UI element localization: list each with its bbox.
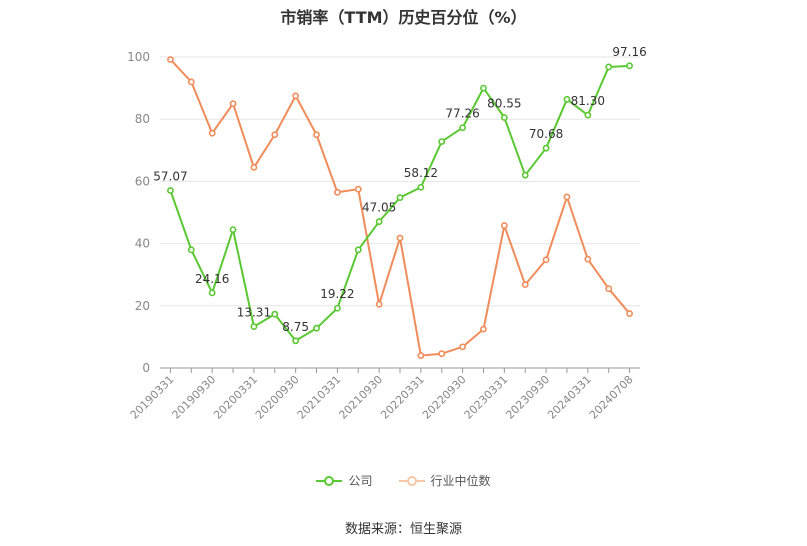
- data-point-1[interactable]: [167, 56, 174, 63]
- data-point-1[interactable]: [208, 129, 216, 137]
- x-tick-label: 20190930: [170, 373, 219, 422]
- data-point-1[interactable]: [313, 131, 320, 139]
- y-tick-label: 40: [135, 237, 150, 251]
- y-tick-label: 80: [135, 112, 150, 126]
- data-label: 19.22: [320, 287, 354, 301]
- data-point-0[interactable]: [605, 63, 613, 71]
- data-point-0[interactable]: [292, 337, 300, 345]
- data-point-0[interactable]: [396, 194, 404, 201]
- series-layer: [167, 56, 633, 359]
- data-point-0[interactable]: [521, 171, 529, 179]
- data-point-0[interactable]: [208, 289, 216, 297]
- axis-layer: 0 20 40 60 80 100 2019033120190930202003312020…: [127, 50, 640, 422]
- y-tick-label: 60: [135, 174, 150, 188]
- data-label: 97.16: [612, 45, 646, 59]
- x-tick-label: 20230331: [462, 373, 511, 422]
- data-point-1[interactable]: [333, 188, 341, 196]
- data-point-0[interactable]: [229, 226, 237, 234]
- legend: 公司 行业中位数: [0, 472, 807, 489]
- data-point-1[interactable]: [605, 285, 613, 293]
- data-point-1[interactable]: [480, 325, 487, 333]
- x-tick-label: 20230930: [503, 373, 552, 422]
- data-point-0[interactable]: [438, 138, 446, 145]
- x-tick-label: 20240331: [545, 373, 594, 422]
- data-label: 81.30: [571, 94, 605, 108]
- legend-label-industry: 行业中位数: [430, 474, 491, 488]
- data-source: 数据来源：恒生聚源: [344, 522, 462, 537]
- data-label: 8.75: [282, 320, 309, 334]
- data-point-0[interactable]: [333, 304, 341, 312]
- data-label: 77.26: [445, 107, 479, 121]
- grid-layer: [160, 56, 640, 307]
- x-tick-label: 20200930: [253, 373, 302, 422]
- legend-item-company[interactable]: 公司: [316, 472, 373, 489]
- data-point-0[interactable]: [417, 183, 425, 191]
- data-point-1[interactable]: [187, 78, 195, 86]
- data-point-0[interactable]: [480, 84, 487, 92]
- data-point-0[interactable]: [354, 246, 362, 254]
- data-point-1[interactable]: [292, 92, 300, 100]
- data-point-0[interactable]: [375, 218, 383, 226]
- data-point-1[interactable]: [271, 131, 279, 139]
- data-point-1[interactable]: [250, 164, 258, 171]
- data-point-1[interactable]: [375, 300, 383, 308]
- data-point-1[interactable]: [354, 185, 362, 193]
- legend-line-icon: [316, 475, 343, 486]
- data-point-1[interactable]: [542, 256, 550, 264]
- data-point-0[interactable]: [584, 111, 592, 119]
- data-point-0[interactable]: [313, 324, 320, 332]
- data-point-0[interactable]: [250, 323, 258, 331]
- legend-label-company: 公司: [348, 474, 373, 488]
- data-point-0[interactable]: [167, 187, 174, 194]
- data-label: 70.68: [529, 127, 563, 141]
- x-tick-label: 20210930: [336, 373, 385, 422]
- data-point-1[interactable]: [500, 222, 508, 229]
- data-point-0[interactable]: [271, 310, 279, 318]
- x-tick-label: 20220331: [378, 373, 427, 422]
- data-point-1[interactable]: [563, 193, 571, 201]
- data-point-1[interactable]: [417, 352, 425, 359]
- data-label: 47.05: [362, 201, 396, 215]
- y-tick-label: 20: [135, 299, 150, 313]
- data-label: 80.55: [487, 96, 521, 110]
- legend-line-icon: [398, 475, 425, 486]
- data-label: 24.16: [195, 272, 229, 286]
- data-label: 57.07: [153, 170, 187, 184]
- data-point-1[interactable]: [229, 100, 237, 108]
- x-tick-label: 20210331: [295, 373, 344, 422]
- data-label: 13.31: [237, 306, 271, 320]
- data-point-1[interactable]: [584, 255, 592, 263]
- x-tick-label: 20220930: [420, 373, 469, 422]
- data-point-1[interactable]: [521, 281, 529, 289]
- chart-title: 市销率（TTM）历史百分位（%）: [280, 8, 527, 27]
- data-point-0[interactable]: [542, 144, 550, 152]
- legend-item-industry[interactable]: 行业中位数: [398, 472, 491, 489]
- x-tick-label: 20190331: [128, 373, 177, 422]
- data-point-1[interactable]: [396, 234, 404, 242]
- x-tick-label: 20200331: [211, 373, 260, 422]
- x-tick-label: 20240708: [587, 373, 636, 422]
- data-point-0[interactable]: [626, 62, 633, 70]
- data-point-0[interactable]: [187, 246, 195, 254]
- y-tick-label: 100: [127, 50, 150, 64]
- y-tick-label: 0: [142, 361, 150, 375]
- series-line-0: [169, 64, 630, 342]
- data-point-0[interactable]: [500, 114, 508, 121]
- data-point-0[interactable]: [563, 95, 571, 103]
- data-point-1[interactable]: [459, 343, 467, 351]
- data-label: 58.12: [404, 166, 438, 180]
- data-label-layer: 57.07 24.16 13.31 8.75 19.22 47.05 58.12 77.26 8…: [153, 45, 646, 334]
- data-point-1[interactable]: [438, 350, 446, 358]
- data-point-1[interactable]: [626, 310, 633, 317]
- data-point-0[interactable]: [459, 124, 467, 132]
